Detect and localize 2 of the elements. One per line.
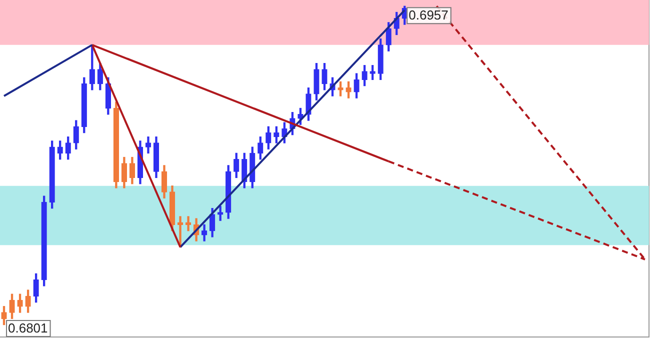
annotation: 0.6957 xyxy=(408,8,448,23)
annotation: 0.6801 xyxy=(8,320,48,336)
